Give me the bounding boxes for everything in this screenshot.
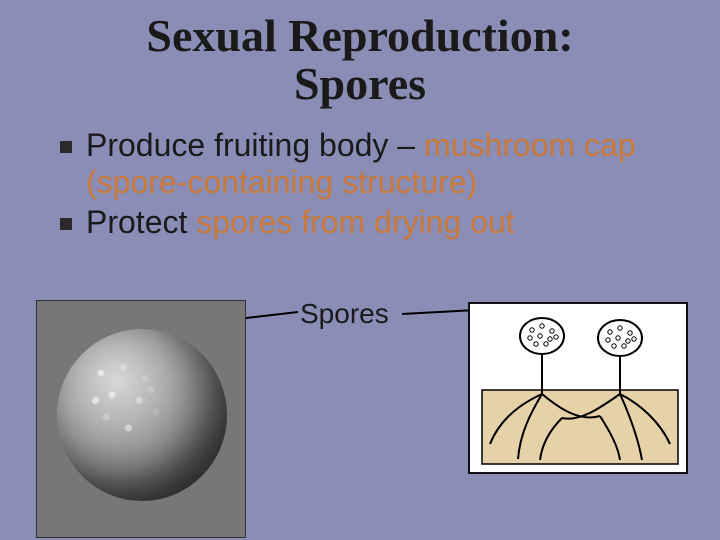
diagram-svg	[470, 304, 690, 476]
bullet-text: Protect spores from drying out	[86, 204, 515, 242]
photo-sphere	[57, 329, 227, 501]
bullet-plain: Produce fruiting body –	[86, 127, 424, 163]
photo-texture	[79, 351, 189, 461]
title-line-1: Sexual Reproduction:	[146, 10, 573, 61]
slide: Sexual Reproduction: Spores Produce frui…	[0, 0, 720, 540]
figures-area	[0, 295, 720, 540]
sem-photo	[36, 300, 246, 538]
bullet-highlight: spores from drying out	[196, 204, 514, 240]
bullet-text: Produce fruiting body – mushroom cap (sp…	[86, 127, 680, 203]
sporangia-diagram	[468, 302, 688, 474]
bullet-plain: Protect	[86, 204, 196, 240]
bullet-icon	[60, 218, 72, 230]
slide-title: Sexual Reproduction: Spores	[0, 0, 720, 109]
title-line-2: Spores	[294, 58, 426, 109]
bullet-list: Produce fruiting body – mushroom cap (sp…	[0, 109, 720, 242]
bullet-item: Protect spores from drying out	[60, 204, 680, 242]
bullet-icon	[60, 141, 72, 153]
soil-rect	[482, 390, 678, 464]
bullet-item: Produce fruiting body – mushroom cap (sp…	[60, 127, 680, 203]
